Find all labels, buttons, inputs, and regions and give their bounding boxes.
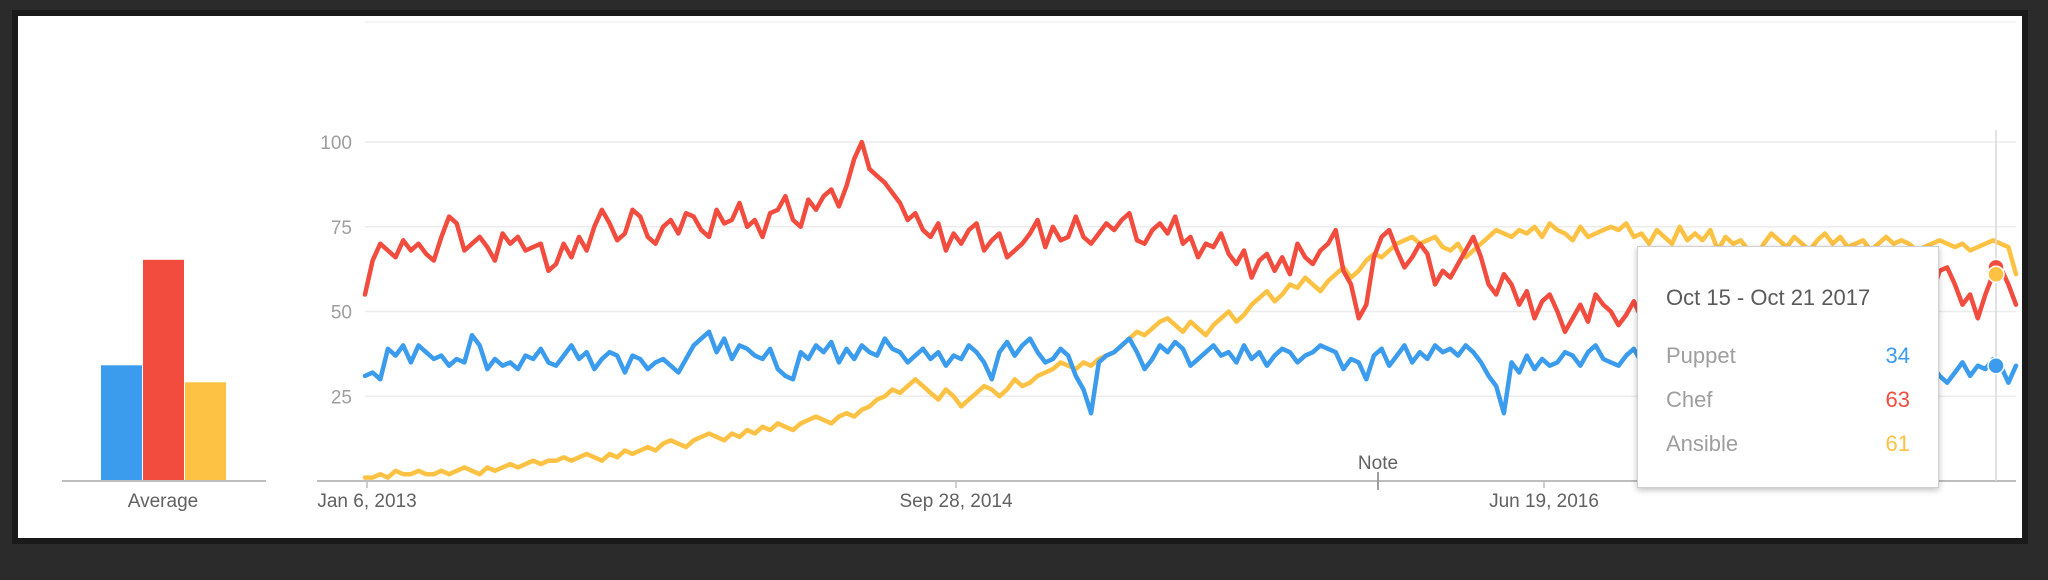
tooltip-ansible-value: 61: [1885, 431, 1910, 456]
hover-points: [1987, 258, 2005, 375]
average-bar-puppet: [101, 365, 142, 481]
tooltip-chef-value: 63: [1885, 387, 1910, 412]
hover-point-ansible: [1987, 265, 2005, 283]
tooltip-row-ansible: Ansible 61: [1666, 431, 1910, 457]
tooltip-ansible-name: Ansible: [1666, 431, 1739, 456]
note-marker[interactable]: Note: [1358, 453, 1398, 490]
tooltip-row-chef: Chef 63: [1666, 387, 1910, 413]
tooltip-row-puppet: Puppet 34: [1666, 343, 1910, 369]
y-tick-50: 50: [331, 303, 352, 324]
tooltip-puppet-value: 34: [1885, 343, 1910, 368]
x-tick-label: Sep 28, 2014: [899, 491, 1012, 512]
note-label[interactable]: Note: [1358, 453, 1398, 474]
y-tick-75: 75: [331, 218, 352, 239]
hover-tooltip: Oct 15 - Oct 21 2017 Puppet 34 Chef 63 A…: [1637, 246, 1939, 488]
average-bars: [101, 259, 226, 481]
hover-point-puppet: [1987, 356, 2005, 375]
tooltip-chef-name: Chef: [1666, 387, 1713, 412]
x-tick-label: Jan 6, 2013: [317, 491, 416, 512]
x-axis-ticks: Jan 6, 2013 Sep 28, 2014 Jun 19, 2016: [317, 481, 1599, 512]
average-bar-chef: [143, 259, 184, 481]
y-axis-ticks: 25 50 75 100: [320, 133, 352, 408]
series-line-ansible: [362, 221, 2019, 480]
y-tick-100: 100: [320, 133, 352, 154]
y-tick-25: 25: [331, 387, 352, 408]
tooltip-puppet-name: Puppet: [1666, 343, 1736, 368]
tooltip-date: Oct 15 - Oct 21 2017: [1666, 285, 1871, 310]
average-label: Average: [128, 491, 198, 512]
average-bar-ansible: [185, 382, 226, 481]
x-tick-label: Jun 19, 2016: [1489, 491, 1599, 512]
